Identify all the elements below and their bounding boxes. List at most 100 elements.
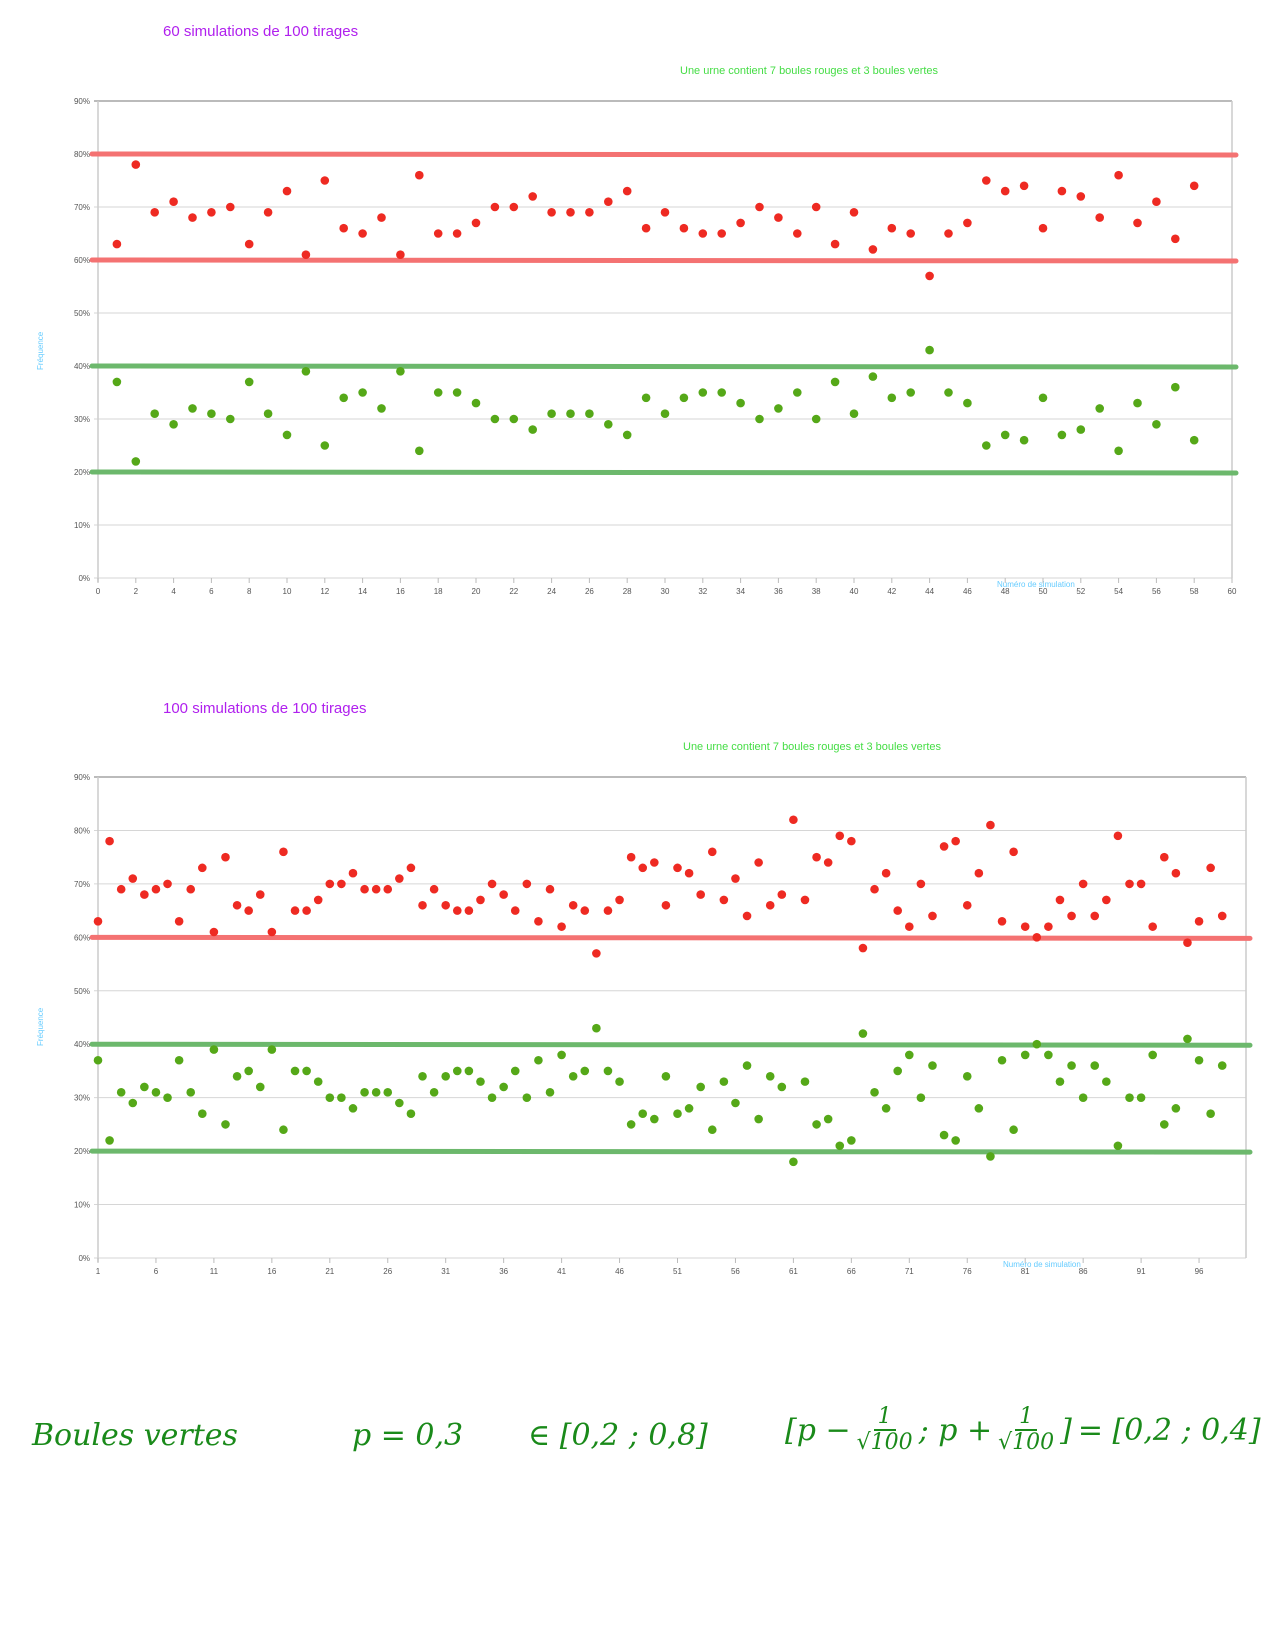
data-point-rouges [997,917,1007,926]
data-point-rouges [429,884,439,894]
data-point-vertes [1057,430,1067,440]
data-point-rouges [198,863,207,873]
data-point-rouges [267,927,277,937]
data-point-vertes [452,1066,462,1076]
note-boules-vertes: Boules vertes [32,1418,238,1453]
data-point-vertes [174,1055,184,1065]
data-point-rouges [244,906,253,915]
data-point-rouges [622,186,632,196]
data-point-rouges [812,852,821,862]
data-point-vertes [186,1088,196,1097]
data-point-vertes [905,1050,914,1060]
x-tick-label: 24 [547,587,556,596]
x-tick-label: 2 [134,587,139,596]
data-point-rouges [717,229,726,238]
data-point-rouges [360,884,369,894]
data-point-vertes [916,1093,926,1102]
data-point-rouges [893,906,903,915]
x-tick-label: 36 [774,587,783,596]
data-point-rouges [944,229,953,238]
data-point-vertes [232,1071,242,1081]
data-point-vertes [707,1125,717,1135]
x-tick-label: 56 [1152,587,1161,596]
data-point-vertes [566,409,575,419]
y-tick-label: 60% [74,256,90,265]
data-point-rouges [679,223,689,233]
data-point-rouges [464,906,474,915]
data-point-vertes [226,414,235,424]
data-point-rouges [163,879,172,889]
data-point-rouges [719,895,729,905]
data-point-rouges [849,208,859,217]
data-point-vertes [592,1023,601,1033]
data-point-rouges [789,815,798,825]
data-point-rouges [150,208,159,217]
x-tick-label: 30 [661,587,670,596]
x-tick-label: 14 [358,587,367,596]
data-point-rouges [1009,847,1018,857]
data-point-rouges [982,176,991,185]
data-point-vertes [140,1082,149,1092]
x-tick-label: 31 [441,1267,450,1276]
note-interval-open: [p − [785,1412,851,1448]
data-point-vertes [1095,404,1104,413]
data-point-rouges [604,197,613,206]
data-point-rouges [742,911,752,921]
data-point-rouges [905,922,914,931]
data-point-vertes [731,1098,740,1108]
chart-1: 60 simulations de 100 tirages Une urne c… [36,23,1239,596]
x-tick-label: 46 [615,1267,624,1276]
data-point-rouges [1194,917,1204,926]
data-point-vertes [1171,1104,1181,1113]
series-vertes [93,1023,1227,1167]
note-fraction-2-numerator: 1 [1015,1404,1038,1432]
data-point-rouges [396,250,405,259]
data-point-vertes [800,1077,810,1086]
series-rouges [93,815,1227,958]
data-point-vertes [1183,1034,1192,1044]
data-point-vertes [1113,1141,1123,1151]
data-point-rouges [418,900,427,910]
data-point-vertes [1000,430,1010,440]
data-point-vertes [1189,435,1199,445]
data-point-rouges [128,874,138,883]
data-point-vertes [547,409,556,419]
x-tick-label: 4 [171,587,176,596]
data-point-rouges [1032,933,1042,942]
data-point-rouges [112,239,122,249]
x-tick-label: 42 [887,587,896,596]
y-tick-label: 10% [74,521,90,530]
x-tick-label: 38 [812,587,821,596]
data-point-vertes [626,1120,636,1129]
x-tick-label: 44 [925,587,934,596]
note-fraction-1: 1 √100 [857,1404,913,1455]
data-point-rouges [131,160,141,169]
data-point-vertes [290,1066,300,1076]
data-point-rouges [592,949,601,958]
data-point-vertes [849,409,859,419]
data-point-rouges [358,229,367,238]
data-point-rouges [1019,181,1029,191]
data-point-rouges [603,906,613,915]
data-point-vertes [812,1120,821,1129]
data-point-rouges [916,879,926,889]
data-point-rouges [962,900,972,910]
data-point-rouges [290,906,300,915]
data-point-rouges [377,213,386,222]
y-tick-label: 40% [74,1040,90,1049]
data-point-rouges [487,879,497,889]
data-point-rouges [736,218,745,228]
data-point-vertes [441,1071,451,1081]
chart-2-plot: 0%10%20%30%40%50%60%70%80%90%1 6 11 16 21 26 3… [74,773,1253,1276]
data-point-vertes [660,409,670,419]
data-point-vertes [1090,1061,1100,1070]
data-point-vertes [622,430,632,440]
data-point-vertes [325,1093,335,1102]
data-point-rouges [684,868,694,878]
data-point-vertes [522,1093,532,1102]
x-tick-label: 41 [557,1267,566,1276]
data-point-rouges [650,858,659,867]
data-point-vertes [997,1055,1007,1065]
x-tick-label: 22 [509,587,518,596]
